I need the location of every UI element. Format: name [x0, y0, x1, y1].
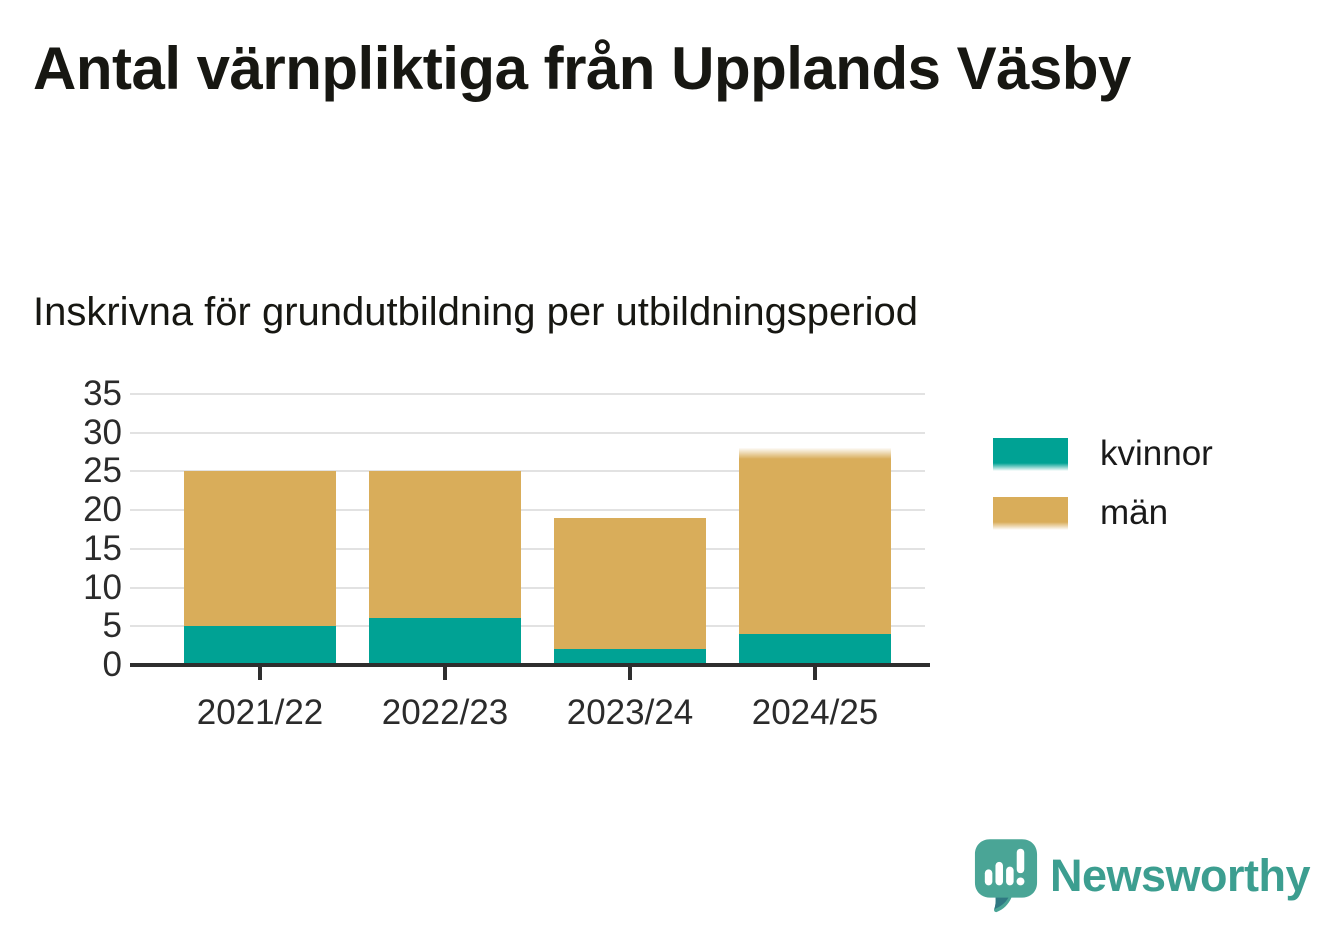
y-tick-label: 5: [102, 606, 122, 646]
bar-segment-man: [184, 471, 336, 627]
x-axis-line: [130, 663, 930, 667]
bar-segment-man: [369, 471, 521, 619]
x-tick: [813, 667, 817, 680]
newsworthy-logo-icon: [974, 839, 1038, 913]
legend-swatch: [993, 496, 1068, 530]
bar-2023/24: [554, 517, 706, 665]
x-category-label: 2024/25: [751, 693, 879, 732]
gridline-35: [130, 393, 925, 395]
bar-2024/25: [739, 448, 891, 665]
bar-segment-kvinnor: [739, 633, 891, 665]
legend: kvinnor män: [993, 434, 1213, 532]
y-tick-label: 15: [83, 528, 122, 568]
bar-segment-man: [739, 448, 891, 634]
chart-title: Antal värnpliktiga från Upplands Väsby: [33, 35, 1131, 102]
chart-subtitle: Inskrivna för grundutbildning per utbild…: [33, 290, 918, 334]
legend-item-kvinnor: kvinnor: [993, 434, 1213, 473]
bar-2021/22: [184, 471, 336, 665]
x-category-label: 2022/23: [381, 693, 509, 732]
gridline-10: [130, 586, 925, 589]
bar-2022/23: [369, 471, 521, 665]
y-tick-label: 25: [83, 451, 122, 491]
bar-segment-kvinnor: [554, 649, 706, 665]
legend-label: kvinnor: [1100, 434, 1213, 473]
bar-segment-man: [554, 517, 706, 650]
brand-footer: Newsworthy: [974, 838, 1311, 914]
legend-swatch: [993, 437, 1068, 471]
y-tick-label: 35: [83, 374, 122, 413]
gridline-5: [130, 625, 925, 628]
x-tick: [258, 667, 262, 680]
gridline-30: [130, 431, 925, 434]
bar-segment-kvinnor: [184, 626, 336, 665]
y-tick-label: 10: [83, 567, 122, 607]
x-tick: [443, 667, 447, 680]
x-tick: [628, 667, 632, 680]
gridline-15: [130, 547, 925, 550]
legend-label: män: [1100, 493, 1169, 532]
x-category-label: 2021/22: [196, 693, 324, 732]
y-tick-label: 20: [83, 490, 122, 530]
gridline-20: [130, 509, 925, 512]
bar-segment-kvinnor: [369, 618, 521, 665]
gridline-25: [130, 470, 925, 473]
x-category-label: 2023/24: [566, 693, 694, 732]
preliminary-fade: [739, 448, 891, 460]
y-tick-label: 0: [102, 645, 122, 684]
y-tick-label: 30: [83, 412, 122, 452]
legend-item-män: män: [993, 493, 1213, 532]
brand-name: Newsworthy: [1050, 850, 1311, 901]
